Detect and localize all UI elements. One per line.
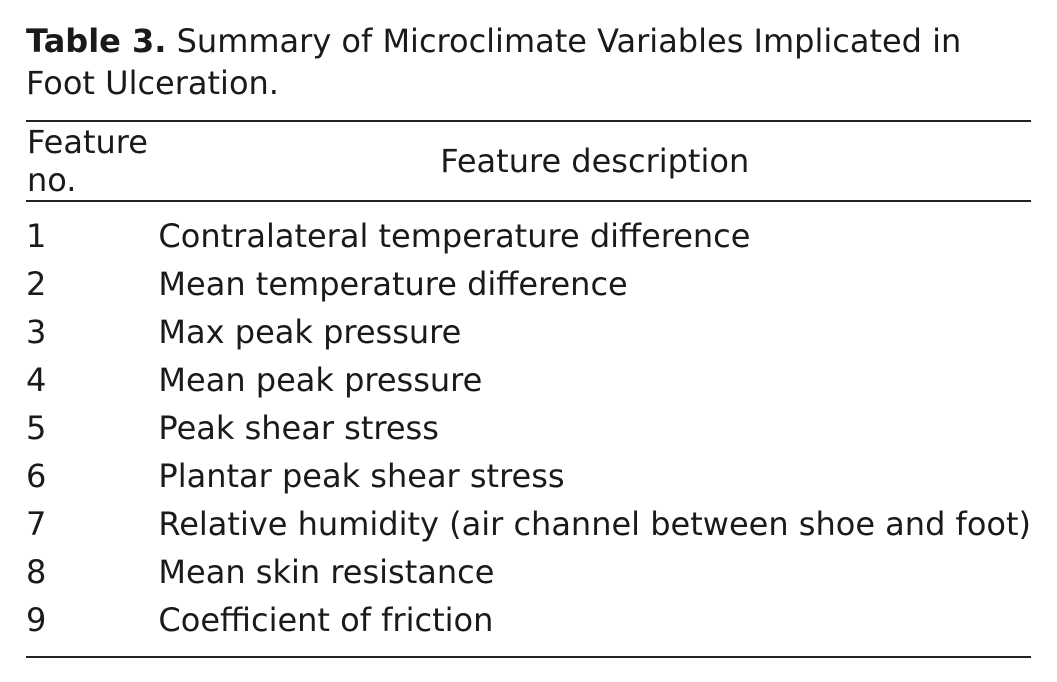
table-cell: 1 <box>26 217 47 255</box>
caption-text: Summary of Microclimate Variables Implic… <box>26 22 962 102</box>
table: Feature no. Feature description 1 Contral… <box>26 120 1031 658</box>
table-row: 9 Coefficient of friction <box>26 596 1031 657</box>
table-body: 1 Contralateral temperature difference 2 Me… <box>26 201 1031 657</box>
table-cell: 8 <box>26 553 47 591</box>
table-cell: 5 <box>26 409 47 447</box>
caption-label: Table 3. <box>26 22 167 60</box>
header-cell: Feature no. <box>26 121 159 202</box>
header-cell: Feature description <box>158 121 1031 202</box>
caption: Table 3. Summary of Microclimate Variabl… <box>26 20 1031 104</box>
table-row: 4 Mean peak pressure <box>26 356 1031 404</box>
table-cell: Relative humidity (air channel between s… <box>158 505 1031 543</box>
table-row: 2 Mean temperature difference <box>26 260 1031 308</box>
table-row: 8 Mean skin resistance <box>26 548 1031 596</box>
table-cell: 9 <box>26 601 47 639</box>
table-cell: Contralateral temperature difference <box>158 217 751 255</box>
table-row: 1 Contralateral temperature difference <box>26 201 1031 260</box>
table-cell: Mean peak pressure <box>158 361 483 399</box>
table-row: 7 Relative humidity (air channel between … <box>26 500 1031 548</box>
table-cell: Mean skin resistance <box>158 553 495 591</box>
header-row: Feature no. Feature description <box>26 121 1031 202</box>
table-cell: 2 <box>26 265 47 303</box>
table-cell: 7 <box>26 505 47 543</box>
table-cell: 6 <box>26 457 47 495</box>
table-cell: Coefficient of friction <box>158 601 494 639</box>
table-row: 5 Peak shear stress <box>26 404 1031 452</box>
table-cell: Mean temperature difference <box>158 265 628 303</box>
table-cell: 3 <box>26 313 47 351</box>
table-row: 6 Plantar peak shear stress <box>26 452 1031 500</box>
table-cell: Plantar peak shear stress <box>158 457 565 495</box>
table-container: Table 3. Summary of Microclimate Variabl… <box>26 20 1031 658</box>
table-cell: 4 <box>26 361 47 399</box>
table-cell: Peak shear stress <box>158 409 439 447</box>
table-cell: Max peak pressure <box>158 313 462 351</box>
table-row: 3 Max peak pressure <box>26 308 1031 356</box>
